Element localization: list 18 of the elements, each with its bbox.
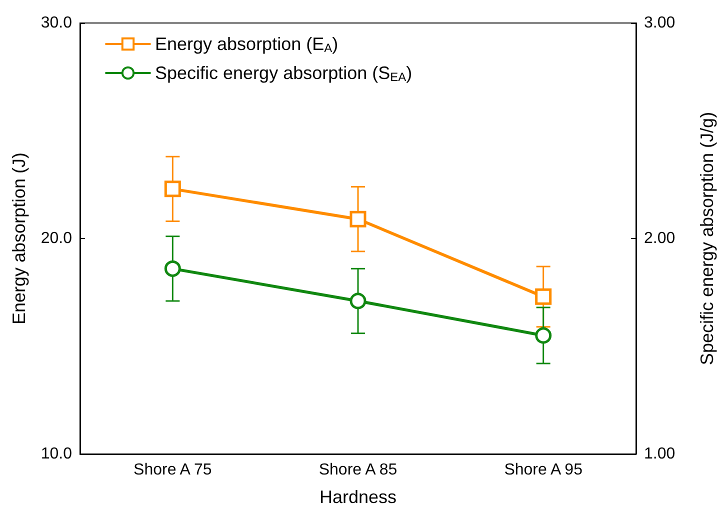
x-axis-title: Hardness (319, 487, 397, 507)
point (164, 260, 181, 277)
y2-axis-title: Specific energy absorption (J/g) (697, 112, 717, 366)
y2-tick-label: 1.00 (644, 446, 676, 462)
y-axis-title: Energy absorption (J) (9, 152, 29, 325)
point (350, 292, 366, 310)
y2-tick-label: 2.00 (644, 230, 676, 247)
y-tick-label: 30.0 (40, 14, 72, 32)
y-tick-label: 20.0 (40, 230, 72, 247)
y2-tick-label: 3.00 (644, 14, 676, 32)
point (535, 288, 552, 305)
x-tick-label: Shore A 95 (504, 462, 583, 478)
point (350, 210, 366, 228)
x-tick-label: Shore A 85 (318, 462, 398, 478)
y-tick-label: 10.0 (40, 446, 72, 462)
point (535, 327, 552, 344)
point (164, 180, 181, 198)
x-tick-label: Shore A 75 (134, 462, 212, 478)
